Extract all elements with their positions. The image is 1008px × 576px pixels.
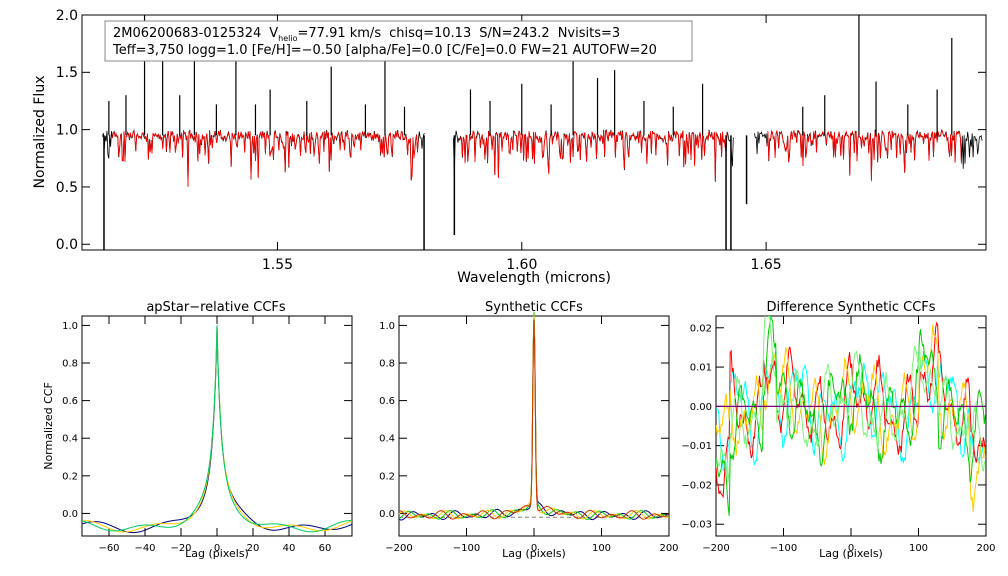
difference-ccf-panel: Difference Synthetic CCFs −200 −100 0 100 20…	[681, 300, 995, 560]
spectrum-ytick-label: 1.5	[56, 65, 78, 81]
apstar-ccf-ytick-label: 0.0	[62, 509, 78, 520]
apstar-ccf-xtick-label: 60	[319, 543, 332, 554]
synthetic-ccf-series-2	[398, 312, 670, 520]
vhelio-subscript: helio	[278, 34, 297, 43]
apstar-ccf-frame	[81, 315, 353, 537]
apstar-ccf-ytick-label: 0.4	[62, 434, 78, 445]
apstar-ccf-title: apStar−relative CCFs	[146, 300, 286, 315]
spectrum-x-axis-label: Wavelength (microns)	[457, 270, 611, 286]
chisq-value: chisq=10.13	[389, 26, 471, 41]
apstar-ccf-xtick-label: −20	[170, 543, 191, 554]
synthetic-ccf-series-4	[399, 319, 670, 520]
spectrum-panel: 1.55 1.60 1.65 0.0 0.5 1.0 1.5 2.0 2M06200683-0…	[32, 8, 987, 286]
apstar-ccf-series-1	[81, 325, 353, 534]
apstar-ccf-xtick-label: −60	[98, 543, 119, 554]
difference-ccf-xtick-label: −200	[702, 543, 729, 554]
synthetic-ccf-ytick-label: 0.4	[379, 434, 395, 445]
info-box	[104, 20, 693, 62]
synthetic-ccf-xtick-label: 0	[531, 543, 537, 554]
apstar-ccf-y-label: Normalized CCF	[42, 382, 55, 470]
apstar-ccf-ytick-label: 1.0	[62, 321, 78, 332]
synthetic-ccf-ytick-label: 0.0	[379, 509, 395, 520]
synthetic-ccf-ytick-label: 1.0	[379, 321, 395, 332]
difference-ccf-xtick-label: −100	[770, 543, 797, 554]
synthetic-ccf-xtick-label: 200	[659, 543, 678, 554]
model-spectrum-chip-3	[766, 129, 962, 182]
apstar-ccf-x-label: Lag (pixels)	[185, 547, 249, 560]
difference-ccf-ytick-label: −0.01	[681, 441, 712, 452]
apstar-ccf-xtick-label: 20	[247, 543, 260, 554]
difference-ccf-ytick-label: 0.02	[690, 323, 712, 334]
difference-ccf-xtick-label: 200	[976, 543, 995, 554]
apstar-ccf-xtick-label: 40	[283, 543, 296, 554]
synthetic-ccf-series-1	[398, 314, 670, 521]
spectrum-xtick-label: 1.65	[751, 257, 782, 273]
difference-ccf-title: Difference Synthetic CCFs	[766, 300, 935, 315]
difference-ccf-xtick-label: 100	[909, 543, 928, 554]
apstar-ccf-plot: −60 −40 −20 0 20 40 60 0.0 0.2 0.4 0.6 0.8 1.0	[62, 316, 353, 554]
model-spectrum-chip-2	[459, 130, 728, 181]
difference-ccf-series-4	[716, 316, 986, 516]
difference-ccf-x-label: Lag (pixels)	[819, 547, 883, 560]
synthetic-ccf-panel: Synthetic CCFs −200 −100 0 100 200 0.0 0.2 0.4 0…	[379, 300, 678, 560]
apstar-ccf-series-3	[81, 325, 352, 533]
synthetic-ccf-ytick-label: 0.6	[379, 396, 395, 407]
synthetic-ccf-x-label: Lag (pixels)	[502, 547, 566, 560]
apstar-ccf-panel: apStar−relative CCFs −60 −40 −20 0 20 40 60 0.0…	[42, 300, 353, 560]
apstar-ccf-ytick-label: 0.8	[62, 359, 78, 370]
info-line-2: Teff=3,750 logg=1.0 [Fe/H]=−0.50 [alpha/…	[112, 43, 657, 58]
synthetic-ccf-xtick-label: 100	[592, 543, 611, 554]
difference-ccf-plot: −200 −100 0 100 200 −0.03 −0.02 −0.01 0.00 0.01 0.…	[681, 316, 996, 554]
info-line-1: 2M06200683-0125324 Vhelio=77.91 km/s chisq…	[113, 26, 620, 43]
spectrum-y-axis-label: Normalized Flux	[32, 76, 48, 189]
apstar-ccf-xtick-label: −40	[134, 543, 155, 554]
object-id: 2M06200683-0125324	[113, 26, 261, 41]
difference-ccf-ytick-label: −0.03	[681, 520, 712, 531]
model-spectrum-chip-1	[112, 129, 419, 187]
snr-value: S/N=243.2	[479, 26, 549, 41]
synthetic-ccf-xtick-label: −100	[453, 543, 480, 554]
difference-ccf-ytick-label: 0.01	[690, 363, 712, 374]
synthetic-ccf-frame	[398, 315, 670, 537]
observed-spectrum-chip-1	[102, 129, 425, 187]
vhelio-label: V	[269, 26, 278, 41]
nvisits-value: Nvisits=3	[558, 26, 620, 41]
spectrum-xtick-label: 1.60	[506, 257, 537, 273]
synthetic-ccf-series-3	[398, 315, 670, 520]
spectrum-ytick-label: 0.5	[56, 180, 78, 196]
synthetic-ccf-title: Synthetic CCFs	[485, 300, 583, 315]
spectrum-ytick-label: 2.0	[56, 8, 78, 24]
synthetic-ccf-ytick-label: 0.2	[379, 471, 395, 482]
synthetic-ccf-xtick-label: −200	[385, 543, 412, 554]
synthetic-ccf-ytick-label: 0.8	[379, 359, 395, 370]
vhelio-value: =77.91 km/s	[298, 26, 382, 41]
difference-ccf-series-2	[716, 321, 986, 499]
spectrum-ticks: 1.55 1.60 1.65 0.0 0.5 1.0 1.5 2.0	[56, 8, 986, 273]
spectrum-plot-frame	[81, 14, 987, 251]
synthetic-ccf-plot: −200 −100 0 100 200 0.0 0.2 0.4 0.6 0.8 1.0	[379, 312, 679, 554]
apstar-ccf-ytick-label: 0.6	[62, 396, 78, 407]
difference-ccf-series-3	[716, 324, 986, 512]
apstar-ccf-ytick-label: 0.2	[62, 471, 78, 482]
difference-ccf-ytick-label: −0.02	[681, 480, 712, 491]
spectrum-ytick-label: 0.0	[56, 237, 78, 253]
difference-ccf-ytick-label: 0.00	[690, 402, 712, 413]
difference-ccf-xtick-label: 0	[848, 543, 854, 554]
apstar-ccf-series-2	[82, 325, 353, 533]
apstar-ccf-xtick-label: 0	[214, 543, 220, 554]
difference-ccf-traces	[716, 316, 986, 516]
spectrum-xtick-label: 1.55	[262, 257, 293, 273]
spectrum-ytick-label: 1.0	[56, 123, 78, 139]
